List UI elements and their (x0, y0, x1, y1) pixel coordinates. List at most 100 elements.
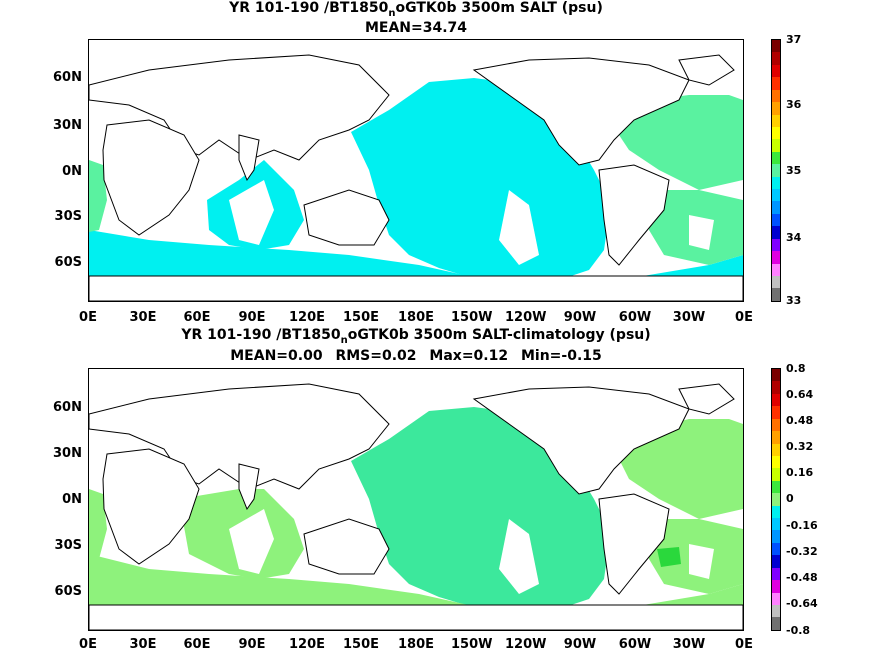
panel2-ytick: 30N (53, 446, 82, 461)
colorbar-segment (772, 381, 780, 394)
panel1-map (88, 39, 744, 302)
panel2-xtick: 180E (397, 637, 435, 652)
panel1-xtick: 150E (342, 310, 380, 325)
panel2-xtick: 60E (183, 637, 211, 652)
panel1-north-america (472, 57, 690, 166)
panel2-title: YR 101-190 /BT1850noGTK0b 3500m SALT-cli… (88, 327, 744, 349)
panel2-xtick: 90E (238, 637, 266, 652)
panel2-xtick: 150W (451, 637, 493, 652)
panel1-xtick: 60W (618, 310, 652, 325)
panel1-south-america (598, 164, 670, 266)
colorbar-segment (772, 617, 780, 630)
panel1-ridge-3 (689, 215, 714, 250)
colorbar-segment (772, 201, 780, 214)
panel1-ridge-1 (229, 180, 274, 245)
panel1-antarctica (89, 275, 743, 301)
panel2-pacific-field (351, 407, 609, 614)
colorbar-segment (772, 443, 780, 456)
colorbar-segment (772, 542, 780, 556)
colorbar-segment (772, 393, 780, 407)
panel2-colorbar-label: 0.8 (786, 362, 806, 375)
colorbar-segment (772, 567, 780, 581)
panel2-ytick: 60N (53, 400, 82, 415)
panel1-xtick: 30W (672, 310, 706, 325)
colorbar-segment (772, 592, 780, 606)
panel2-xtick: 0E (79, 637, 97, 652)
colorbar-segment (772, 455, 780, 469)
panel2-xtick: 120W (505, 637, 547, 652)
panel1-greenland (678, 54, 735, 86)
panel2-xtick: 90W (563, 637, 597, 652)
colorbar-segment (772, 518, 780, 531)
panel1-colorbar (771, 39, 781, 302)
panel2-north-america (472, 386, 690, 495)
panel2-southern-field (89, 554, 743, 614)
panel2-colorbar-label: 0 (786, 492, 794, 505)
panel2-title-subscript: n (340, 334, 348, 346)
panel1-map-svg (89, 54, 743, 301)
panel2-colorbar-label: 0.48 (786, 414, 814, 427)
panel1-india (238, 134, 260, 182)
panel2-colorbar-label: -0.32 (786, 545, 818, 558)
panel1-xtick: 30E (129, 310, 157, 325)
colorbar-segment (772, 151, 780, 165)
panel1-field (89, 78, 743, 285)
panel1-pacific-field (351, 78, 609, 285)
panel2-colorbar-label: -0.48 (786, 571, 818, 584)
panel2-colorbar-label: -0.8 (786, 624, 811, 637)
panel1-southern-field (89, 230, 743, 285)
panel1-colorbar-label: 37 (786, 33, 802, 46)
panel2-australia (303, 518, 390, 575)
panel2-coastlines (89, 383, 743, 630)
colorbar-segment (772, 77, 780, 90)
panel2-stat-max: Max=0.12 (429, 348, 509, 364)
panel2-eurasia (89, 383, 390, 490)
panel1-colorbar-label: 36 (786, 98, 802, 111)
panel2-title-text-2: oGTK0b 3500m SALT-climatology (psu) (347, 327, 651, 343)
panel1-colorbar-label: 33 (786, 294, 802, 307)
panel2-colorbar-label: -0.16 (786, 519, 818, 532)
colorbar-segment (772, 251, 780, 264)
colorbar-segment (772, 418, 780, 432)
panel2-ytick: 60S (54, 584, 82, 599)
panel2-antarctica (89, 604, 743, 630)
panel2-south-america (598, 493, 670, 595)
colorbar-segment (772, 102, 780, 115)
panel1-ytick: 60N (53, 70, 82, 85)
colorbar-segment (772, 164, 780, 177)
panel1-colorbar-label: 34 (786, 231, 802, 244)
colorbar-segment (772, 480, 780, 494)
colorbar-segment (772, 189, 780, 202)
panel2-colorbar-label: 0.16 (786, 466, 814, 479)
panel1-eurasia (89, 54, 390, 161)
panel2-stat-mean: MEAN=0.00 (230, 348, 323, 364)
panel2-xtick: 0E (735, 637, 753, 652)
colorbar-segment (772, 263, 780, 277)
panel2-title-text: YR 101-190 /BT1850 (181, 327, 341, 343)
colorbar-segment (772, 369, 780, 382)
colorbar-segment (772, 406, 780, 419)
panel1-ridge-2 (499, 190, 539, 265)
panel2-west-africa-field (89, 489, 107, 561)
colorbar-segment (772, 114, 780, 127)
panel2-india (238, 463, 260, 511)
panel2-ytick: 30S (54, 538, 82, 553)
colorbar-segment (772, 40, 780, 53)
colorbar-segment (772, 530, 780, 543)
panel1-xtick: 180E (397, 310, 435, 325)
panel2-africa (102, 448, 200, 565)
colorbar-segment (772, 276, 780, 289)
panel1-australia (303, 189, 390, 246)
panel1-xtick: 90W (563, 310, 597, 325)
panel2-colorbar (771, 368, 781, 631)
panel1-xtick: 90E (238, 310, 266, 325)
colorbar-segment (772, 238, 780, 252)
panel1-west-africa-field (89, 160, 107, 232)
panel2-xtick: 60W (618, 637, 652, 652)
colorbar-segment (772, 555, 780, 568)
panel2-ytick: 0N (62, 492, 82, 507)
panel2-ridge-2 (499, 519, 539, 594)
panel2-map (88, 368, 744, 631)
panel2-xtick: 30W (672, 637, 706, 652)
panel1-stats: MEAN=34.74 (364, 20, 468, 36)
